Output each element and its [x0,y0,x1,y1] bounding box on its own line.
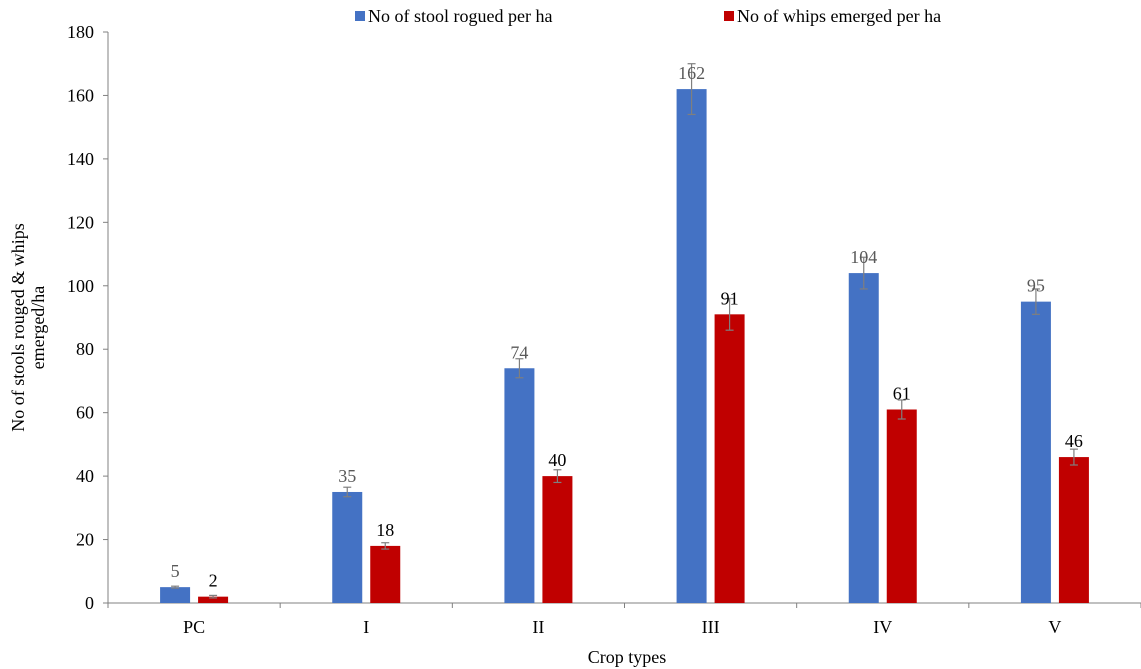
data-label: 40 [548,450,566,470]
data-label: 18 [376,520,394,540]
bar-whips-emerged [886,409,917,603]
y-tick-label: 0 [85,593,94,613]
legend-label: No of whips emerged per ha [737,6,941,26]
x-tick-label: I [363,617,369,637]
bar-stools-rogued [504,368,535,603]
bar-stools-rogued [1020,301,1051,603]
y-tick-label: 100 [67,276,94,296]
bars-group [160,89,1089,604]
bar-stools-rogued [676,89,707,604]
x-tick-label: III [702,617,720,637]
data-label: 95 [1027,276,1045,296]
legend-item: No of stool rogued per ha [355,6,552,26]
y-tick-label: 80 [76,339,94,359]
legend-item: No of whips emerged per ha [724,6,941,26]
y-tick-label: 20 [76,530,94,550]
bar-stools-rogued [332,491,363,603]
data-label: 74 [510,342,528,362]
data-label: 104 [850,247,877,267]
x-tick-label: IV [873,617,892,637]
data-label: 5 [171,561,180,581]
data-label: 2 [209,571,218,591]
y-axis: 0 20 40 60 80 100 120 140 160 180 [67,22,109,613]
x-tick-label: V [1048,617,1061,637]
data-label: 46 [1065,431,1083,451]
x-axis: PC I II III IV V [107,602,1141,637]
bar-stools-rogued [848,273,879,603]
legend-label: No of stool rogued per ha [368,6,552,26]
y-axis-title-line: emerged/ha [28,286,48,370]
bar-whips-emerged [714,314,745,603]
legend-swatch [355,11,365,21]
bar-whips-emerged [542,476,573,603]
error-bars-group [171,63,1078,599]
x-tick-label: PC [183,617,205,637]
y-tick-label: 60 [76,403,94,423]
bar-whips-emerged [370,545,401,603]
x-tick-label: II [532,617,544,637]
y-axis-title: No of stools rouged & whips emerged/ha [8,223,48,432]
y-axis-title-line: No of stools rouged & whips [8,223,28,432]
y-tick-label: 180 [67,22,94,42]
data-label: 162 [678,63,705,83]
y-tick-label: 120 [67,212,94,232]
legend-swatch [724,11,734,21]
bar-whips-emerged [1058,457,1089,603]
bar-stools-rogued [160,587,191,603]
data-label: 35 [338,466,356,486]
x-axis-title: Crop types [588,647,667,667]
data-label: 61 [893,383,911,403]
data-label: 91 [721,288,739,308]
y-tick-label: 160 [67,85,94,105]
y-tick-label: 40 [76,466,94,486]
y-tick-label: 140 [67,149,94,169]
bar-whips-emerged [198,596,229,603]
chart-legend: No of stool rogued per ha No of whips eme… [355,6,941,26]
